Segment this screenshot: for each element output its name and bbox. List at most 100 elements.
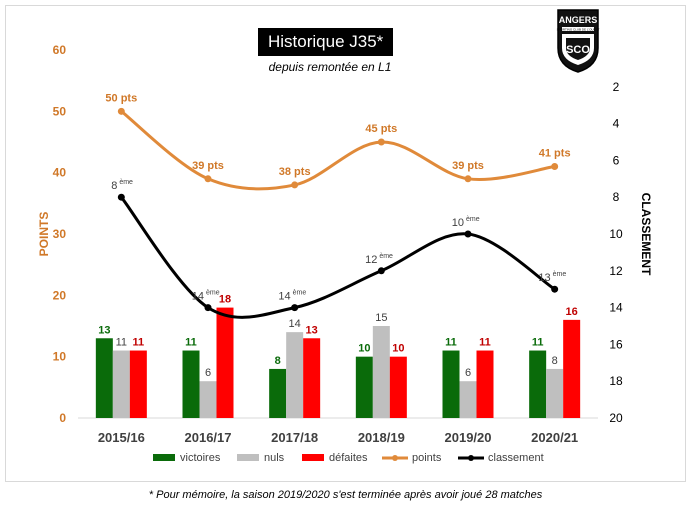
bar-nuls [372, 326, 390, 418]
bar-défaites [129, 350, 147, 418]
right-tick-label: 2 [613, 80, 620, 94]
y-axis-title-left: POINTS [37, 212, 51, 257]
legend-label-défaites: défaites [329, 452, 368, 464]
bar-label-nuls: 15 [375, 312, 387, 324]
bar-nuls [546, 368, 564, 418]
left-tick-label: 10 [53, 350, 67, 364]
bar-label-victoires: 10 [358, 343, 370, 355]
bar-label-nuls: 6 [465, 367, 471, 379]
point-classement [377, 267, 385, 275]
point-label-classement: 14 [278, 291, 290, 303]
bar-label-victoires: 11 [445, 337, 457, 349]
point-classement [551, 285, 559, 293]
line-points [120, 110, 555, 191]
point-label-suffix: ème [379, 253, 393, 260]
bar-label-défaites: 16 [566, 306, 578, 318]
legend-label-nuls: nuls [264, 452, 285, 464]
bar-label-défaites: 13 [306, 324, 318, 336]
right-tick-label: 8 [613, 190, 620, 204]
bar-label-défaites: 10 [392, 343, 404, 355]
bar-défaites [563, 319, 581, 418]
point-label-points: 50 pts [105, 92, 137, 104]
bar-label-nuls: 6 [205, 367, 211, 379]
point-points [291, 181, 299, 189]
bar-victoires [355, 356, 373, 418]
point-label-classement: 12 [365, 254, 377, 266]
point-points [464, 175, 472, 183]
left-tick-label: 0 [59, 411, 66, 425]
point-classement [464, 230, 472, 238]
legend-label-victoires: victoires [180, 452, 221, 464]
bar-nuls [459, 381, 477, 418]
chart-subtitle: depuis remontée en L1 [268, 60, 392, 74]
bar-label-victoires: 8 [275, 355, 281, 367]
bar-nuls [199, 381, 217, 418]
point-points [117, 107, 125, 115]
legend-marker-points [392, 455, 398, 461]
right-tick-label: 12 [609, 264, 623, 278]
point-points [204, 175, 212, 183]
right-tick-label: 14 [609, 301, 623, 315]
point-label-classement: 8 [111, 180, 117, 192]
point-label-suffix: ème [466, 216, 480, 223]
bar-victoires [182, 350, 200, 418]
legend-label-points: points [412, 452, 442, 464]
legend-swatch-défaites [302, 454, 324, 461]
legend-swatch-victoires [153, 454, 175, 461]
point-label-points: 45 pts [365, 123, 397, 135]
category-label: 2020/21 [531, 430, 578, 445]
bar-nuls [286, 332, 304, 418]
bar-label-défaites: 18 [219, 294, 231, 306]
bar-label-nuls: 11 [116, 337, 127, 349]
logo-text: ANGERS [559, 15, 598, 25]
point-label-suffix: ème [293, 290, 307, 297]
category-label: 2015/16 [98, 430, 145, 445]
point-label-points: 38 pts [279, 166, 311, 178]
bar-label-défaites: 11 [133, 337, 145, 349]
left-tick-label: 60 [53, 43, 67, 57]
left-tick-label: 20 [53, 288, 67, 302]
right-tick-label: 16 [609, 337, 623, 351]
y-axis-title-right: CLASSEMENT [639, 193, 653, 276]
point-label-suffix: ème [119, 179, 133, 186]
category-label: 2017/18 [271, 430, 318, 445]
point-label-points: 41 pts [539, 148, 571, 160]
bar-victoires [269, 368, 287, 418]
left-tick-label: 50 [53, 104, 67, 118]
bar-défaites [303, 338, 321, 418]
point-label-suffix: ème [553, 271, 567, 278]
logo-small-text: SPORTING CLUB DE L'OUEST [557, 27, 600, 31]
point-label-classement: 14 [192, 291, 204, 303]
right-tick-label: 6 [613, 153, 620, 167]
category-label: 2018/19 [358, 430, 405, 445]
chart-frame [5, 5, 686, 482]
angers-sco-logo: ANGERS SPORTING CLUB DE L'OUEST SCO [557, 9, 600, 73]
point-label-points: 39 pts [192, 160, 224, 172]
point-classement [204, 304, 212, 312]
right-tick-label: 4 [613, 117, 620, 131]
bar-label-défaites: 11 [479, 337, 491, 349]
bar-défaites [476, 350, 494, 418]
bar-label-victoires: 11 [185, 337, 197, 349]
bar-label-victoires: 11 [532, 337, 544, 349]
bar-défaites [216, 307, 234, 418]
category-label: 2019/20 [445, 430, 492, 445]
bar-défaites [389, 356, 407, 418]
bar-victoires [529, 350, 547, 418]
right-tick-label: 10 [609, 227, 623, 241]
chart-title: Historique J35* [258, 28, 394, 56]
right-tick-label: 18 [609, 374, 623, 388]
line-classement [120, 196, 556, 319]
point-label-suffix: ème [206, 290, 220, 297]
bar-label-nuls: 14 [289, 318, 301, 330]
bar-label-nuls: 8 [552, 355, 558, 367]
footnote: * Pour mémoire, la saison 2019/2020 s'es… [148, 489, 543, 501]
point-points [551, 163, 559, 171]
category-label: 2016/17 [185, 430, 232, 445]
point-points [377, 138, 385, 146]
point-label-classement: 13 [538, 272, 550, 284]
bar-label-victoires: 13 [98, 324, 110, 336]
legend-marker-classement [468, 455, 474, 461]
bar-nuls [112, 350, 130, 418]
